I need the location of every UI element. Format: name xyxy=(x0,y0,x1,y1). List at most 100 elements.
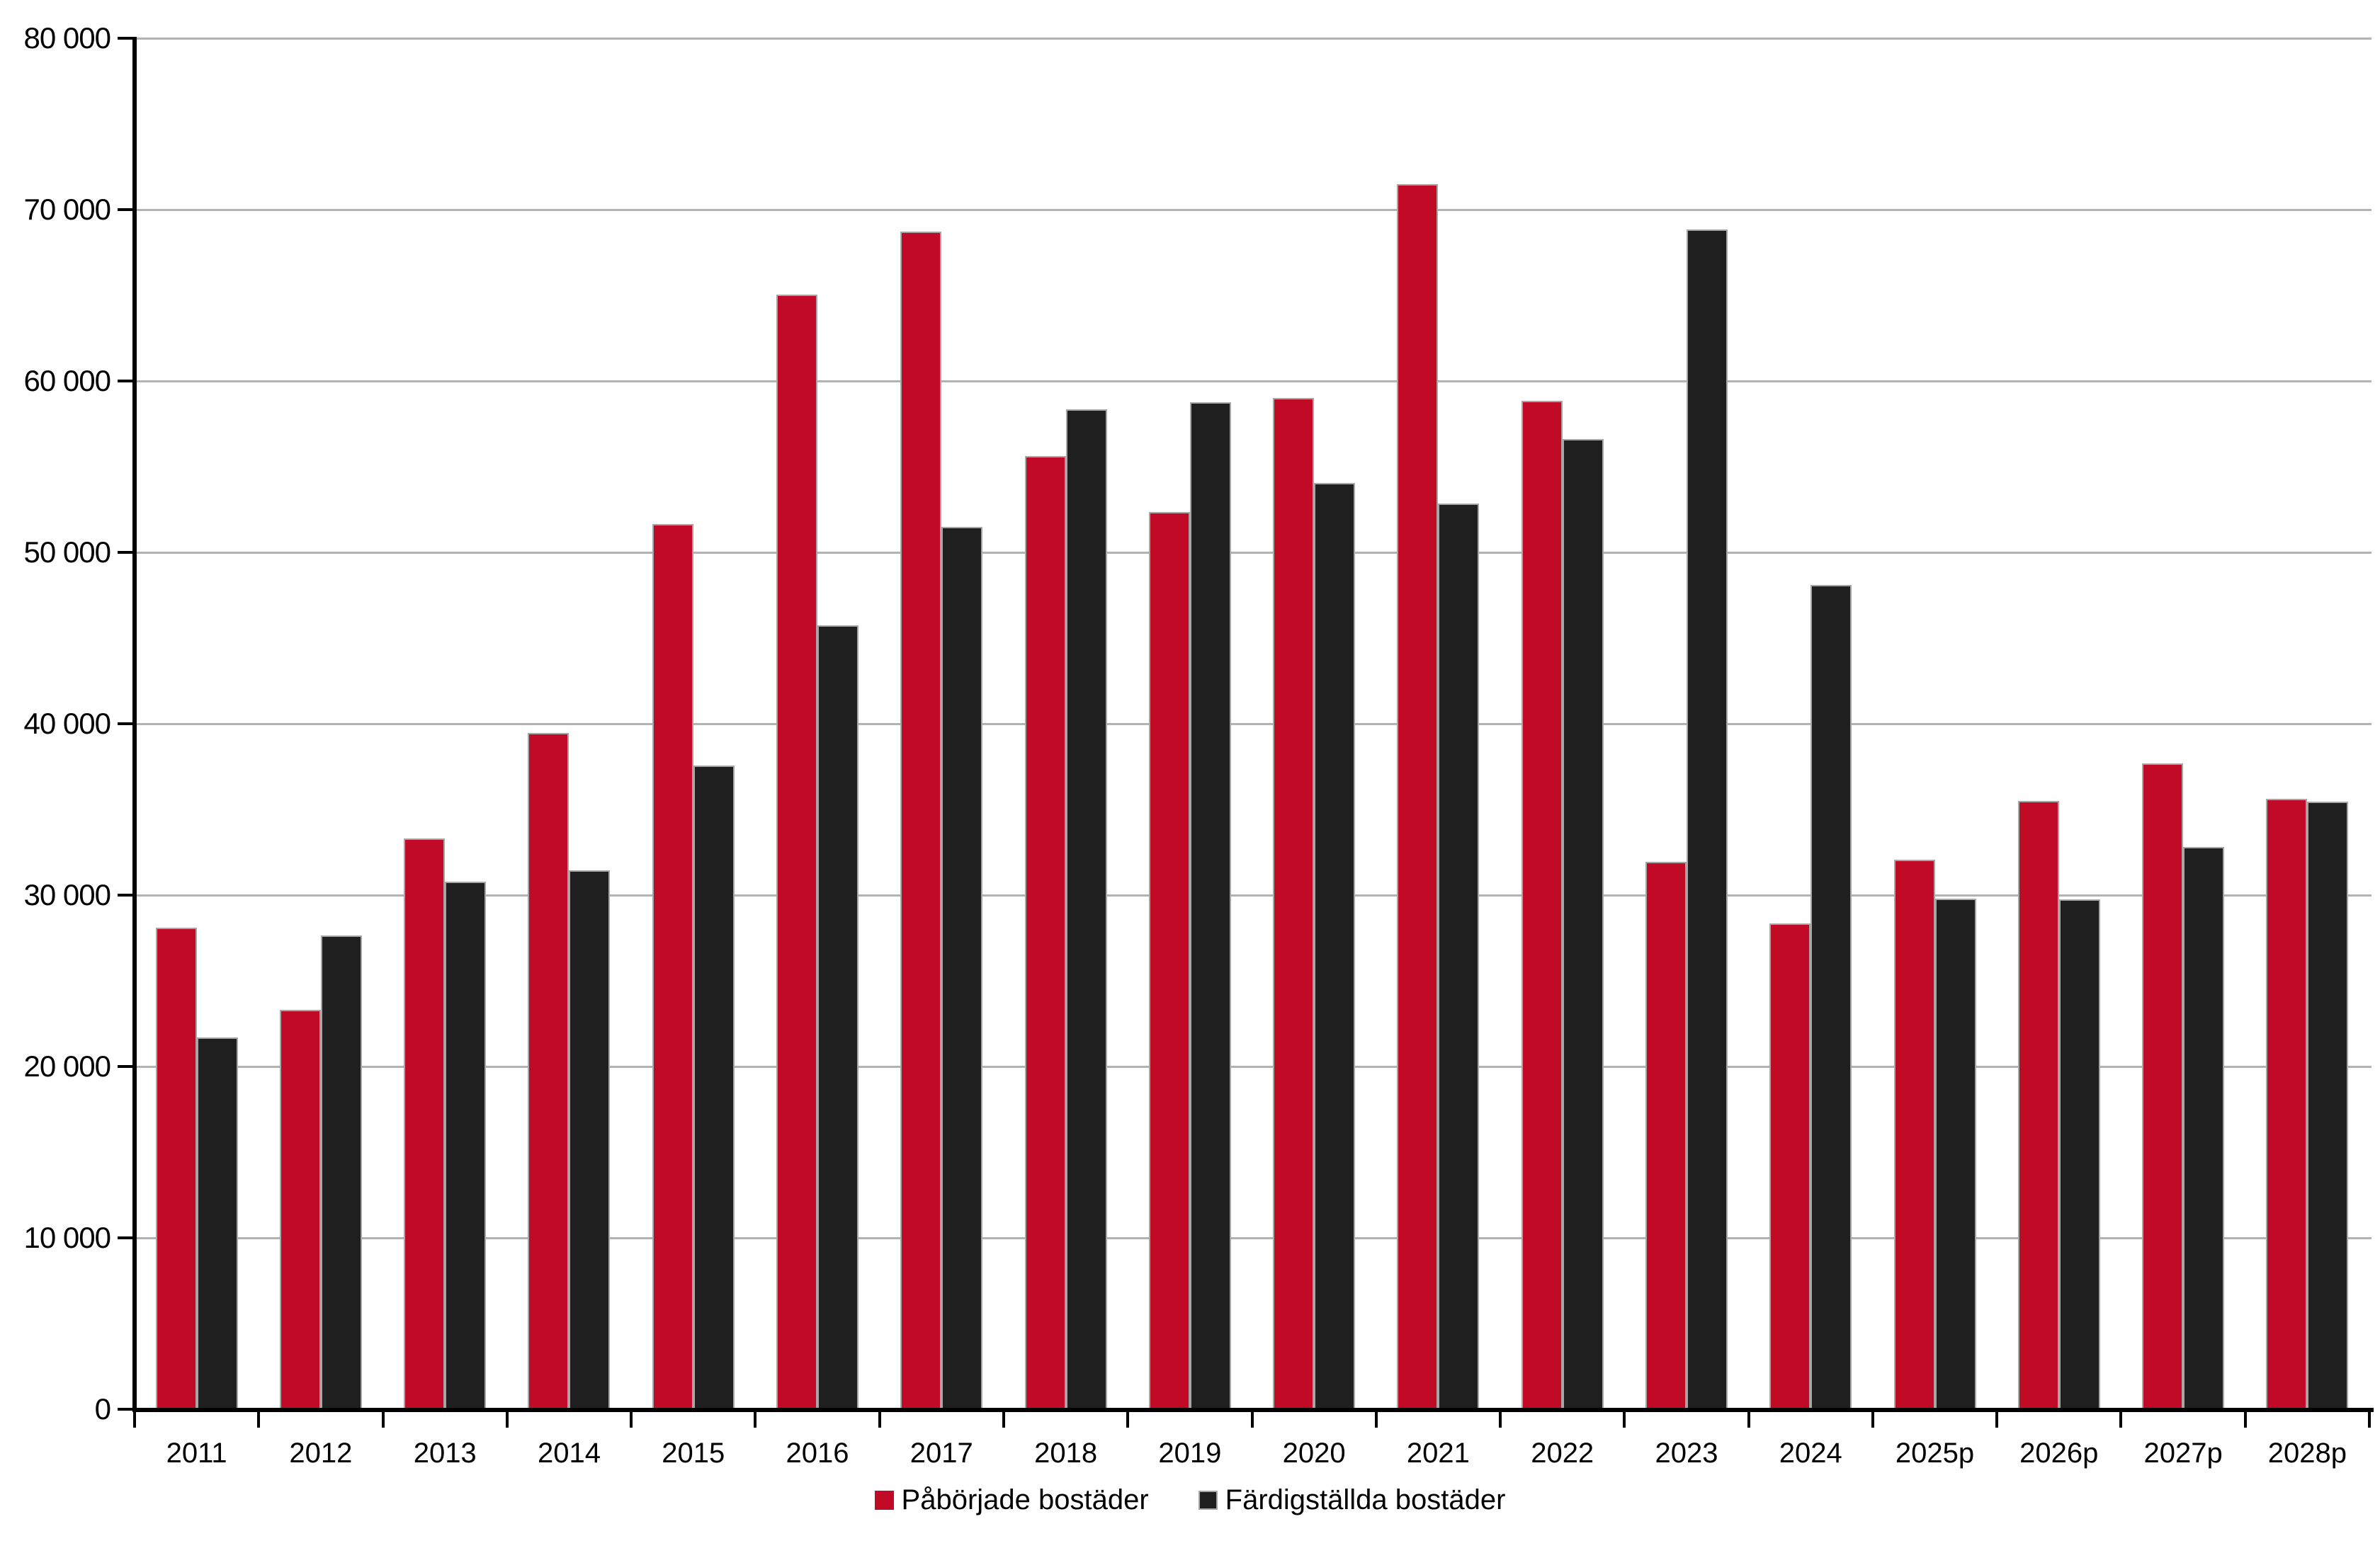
y-tick-0 xyxy=(118,1408,135,1411)
y-tick-40000 xyxy=(118,722,135,725)
x-tick-12 xyxy=(1623,1409,1626,1428)
bar-started-2014 xyxy=(528,733,570,1409)
y-tick-60000 xyxy=(118,380,135,382)
bar-completed-2017 xyxy=(941,526,983,1409)
x-axis-label-2019: 2019 xyxy=(1158,1438,1222,1469)
bar-completed-2028p xyxy=(2307,802,2349,1409)
y-tick-80000 xyxy=(118,37,135,40)
bar-completed-2014 xyxy=(569,870,611,1409)
y-axis-label-20000: 20 000 xyxy=(23,1049,111,1083)
x-axis-label-2020: 2020 xyxy=(1282,1438,1346,1469)
bar-started-2011 xyxy=(155,927,197,1409)
x-axis-label-2025p: 2025p xyxy=(1895,1438,1975,1469)
y-tick-50000 xyxy=(118,551,135,554)
x-axis-label-2017: 2017 xyxy=(910,1438,973,1469)
y-tick-30000 xyxy=(118,894,135,897)
bar-completed-2024 xyxy=(1810,584,1852,1409)
x-tick-13 xyxy=(1747,1409,1750,1428)
legend: Påbörjade bostäder Färdigställda bostäde… xyxy=(0,1484,2380,1516)
bar-completed-2025p xyxy=(1934,898,1976,1409)
y-axis-label-80000: 80 000 xyxy=(23,21,111,55)
gridline-10000 xyxy=(135,1236,2372,1239)
bar-started-2022 xyxy=(1521,400,1563,1409)
y-axis-label-40000: 40 000 xyxy=(23,707,111,740)
legend-label-completed: Färdigställda bostäder xyxy=(1225,1484,1506,1515)
bar-started-2026p xyxy=(2017,800,2059,1409)
bar-completed-2023 xyxy=(1686,229,1728,1409)
x-tick-11 xyxy=(1499,1409,1502,1428)
bar-completed-2020 xyxy=(1314,482,1356,1409)
bar-started-2017 xyxy=(900,232,942,1409)
y-tick-70000 xyxy=(118,208,135,211)
x-tick-17 xyxy=(2243,1409,2247,1428)
x-tick-1 xyxy=(257,1409,261,1428)
x-axis-label-2012: 2012 xyxy=(289,1438,353,1469)
bar-completed-2026p xyxy=(2058,899,2100,1409)
x-axis-label-2026p: 2026p xyxy=(2019,1438,2099,1469)
x-tick-18 xyxy=(2368,1409,2371,1428)
y-axis-label-30000: 30 000 xyxy=(23,878,111,911)
x-tick-15 xyxy=(1995,1409,1999,1428)
x-axis-label-2014: 2014 xyxy=(537,1438,601,1469)
bar-completed-2011 xyxy=(196,1037,238,1409)
bar-completed-2016 xyxy=(817,625,859,1409)
bar-started-2013 xyxy=(404,838,446,1409)
x-tick-16 xyxy=(2119,1409,2123,1428)
bar-started-2015 xyxy=(652,524,693,1409)
bar-started-2018 xyxy=(1024,456,1066,1409)
x-tick-7 xyxy=(1002,1409,1005,1428)
bar-started-2023 xyxy=(1645,861,1687,1409)
x-axis-label-2023: 2023 xyxy=(1655,1438,1718,1469)
legend-swatch-started xyxy=(874,1491,894,1510)
bar-started-2021 xyxy=(1397,183,1439,1409)
gridline-60000 xyxy=(135,380,2372,382)
bar-completed-2019 xyxy=(1189,402,1231,1409)
bar-completed-2018 xyxy=(1065,409,1107,1409)
bar-completed-2027p xyxy=(2183,847,2225,1409)
gridline-30000 xyxy=(135,894,2372,897)
x-tick-8 xyxy=(1126,1409,1130,1428)
x-tick-0 xyxy=(133,1409,136,1428)
gridline-40000 xyxy=(135,722,2372,725)
bar-started-2024 xyxy=(1769,923,1811,1409)
x-axis-label-2022: 2022 xyxy=(1531,1438,1594,1469)
y-tick-10000 xyxy=(118,1236,135,1239)
x-axis-label-2015: 2015 xyxy=(662,1438,725,1469)
bar-started-2025p xyxy=(1893,860,1935,1409)
gridline-20000 xyxy=(135,1065,2372,1068)
x-axis-label-2021: 2021 xyxy=(1406,1438,1470,1469)
x-axis-label-2028p: 2028p xyxy=(2267,1438,2347,1469)
x-tick-3 xyxy=(505,1409,509,1428)
gridline-80000 xyxy=(135,37,2372,40)
x-axis-label-2018: 2018 xyxy=(1034,1438,1098,1469)
bar-started-2027p xyxy=(2142,763,2184,1409)
bar-completed-2015 xyxy=(693,766,735,1409)
y-tick-20000 xyxy=(118,1065,135,1068)
y-axis-label-70000: 70 000 xyxy=(23,193,111,226)
bar-completed-2022 xyxy=(1562,439,1604,1409)
legend-label-started: Påbörjade bostäder xyxy=(901,1484,1149,1515)
x-tick-4 xyxy=(630,1409,633,1428)
x-tick-9 xyxy=(1250,1409,1254,1428)
x-axis-label-2011: 2011 xyxy=(166,1438,227,1469)
y-axis-label-0: 0 xyxy=(94,1392,111,1426)
bar-started-2028p xyxy=(2266,799,2308,1409)
x-axis-label-2027p: 2027p xyxy=(2143,1438,2223,1469)
bar-started-2019 xyxy=(1148,512,1190,1409)
legend-item-started: Påbörjade bostäder xyxy=(874,1484,1149,1516)
bar-completed-2012 xyxy=(320,935,362,1409)
y-axis-label-10000: 10 000 xyxy=(23,1221,111,1254)
x-axis-label-2024: 2024 xyxy=(1779,1438,1842,1469)
x-axis-label-2016: 2016 xyxy=(786,1438,849,1469)
bar-started-2012 xyxy=(279,1010,321,1409)
bar-completed-2021 xyxy=(1438,504,1480,1409)
x-axis-label-2013: 2013 xyxy=(413,1438,477,1469)
bar-started-2016 xyxy=(776,294,818,1409)
bar-started-2020 xyxy=(1273,398,1315,1409)
bar-completed-2013 xyxy=(445,881,487,1409)
gridline-50000 xyxy=(135,551,2372,554)
x-tick-5 xyxy=(754,1409,757,1428)
x-tick-10 xyxy=(1374,1409,1378,1428)
legend-item-completed: Färdigställda bostäder xyxy=(1198,1484,1506,1516)
